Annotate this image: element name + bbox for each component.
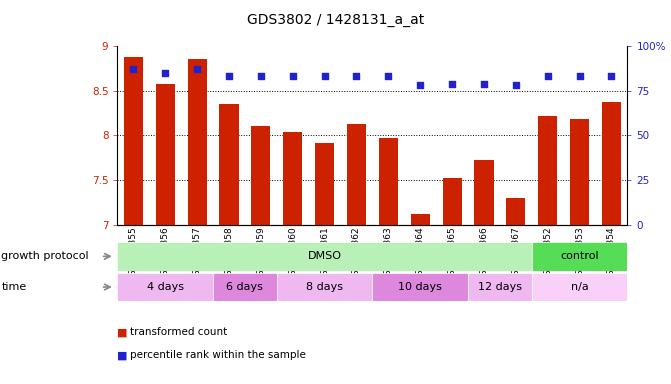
Bar (474, 161, 493, 225)
Point (447, 81, 458, 87)
Text: control: control (560, 251, 599, 262)
Text: percentile rank within the sample: percentile rank within the sample (130, 350, 305, 360)
Point (478, 81, 489, 87)
Bar (315, 142, 334, 225)
Bar (283, 132, 302, 225)
Text: growth protocol: growth protocol (1, 251, 89, 262)
Text: 4 days: 4 days (147, 282, 184, 292)
Bar (219, 104, 239, 225)
Bar (347, 124, 366, 225)
Text: 10 days: 10 days (399, 282, 442, 292)
Point (511, 82, 521, 88)
Text: 8 days: 8 days (306, 282, 343, 292)
Point (256, 73, 266, 79)
Text: DMSO: DMSO (307, 251, 342, 262)
Text: transformed count: transformed count (130, 327, 227, 337)
Point (128, 66, 139, 72)
Bar (187, 60, 207, 225)
Bar (602, 102, 621, 225)
Bar (156, 84, 174, 225)
Bar (468, 273, 531, 301)
Bar (531, 273, 627, 301)
Text: ■: ■ (117, 350, 128, 360)
Bar (123, 57, 143, 225)
Bar (538, 116, 557, 225)
Text: GDS3802 / 1428131_a_at: GDS3802 / 1428131_a_at (247, 13, 424, 27)
Point (192, 66, 203, 72)
Point (160, 70, 170, 76)
Bar (570, 119, 589, 225)
Text: n/a: n/a (571, 282, 588, 292)
Point (542, 73, 553, 79)
Bar (531, 242, 627, 271)
Bar (251, 126, 270, 225)
Text: ■: ■ (117, 327, 128, 337)
Bar (372, 273, 468, 301)
Bar (506, 198, 525, 225)
Point (223, 73, 234, 79)
Point (574, 73, 585, 79)
Text: 6 days: 6 days (227, 282, 263, 292)
Point (415, 82, 425, 88)
Bar (117, 273, 213, 301)
Point (351, 73, 362, 79)
Point (606, 73, 617, 79)
Point (319, 73, 330, 79)
Bar (117, 242, 531, 271)
Bar (276, 273, 372, 301)
Point (383, 73, 394, 79)
Bar (442, 178, 462, 225)
Point (287, 73, 298, 79)
Text: time: time (1, 282, 27, 292)
Bar (411, 214, 429, 225)
Text: 12 days: 12 days (478, 282, 522, 292)
Bar (378, 138, 398, 225)
Bar (213, 273, 276, 301)
